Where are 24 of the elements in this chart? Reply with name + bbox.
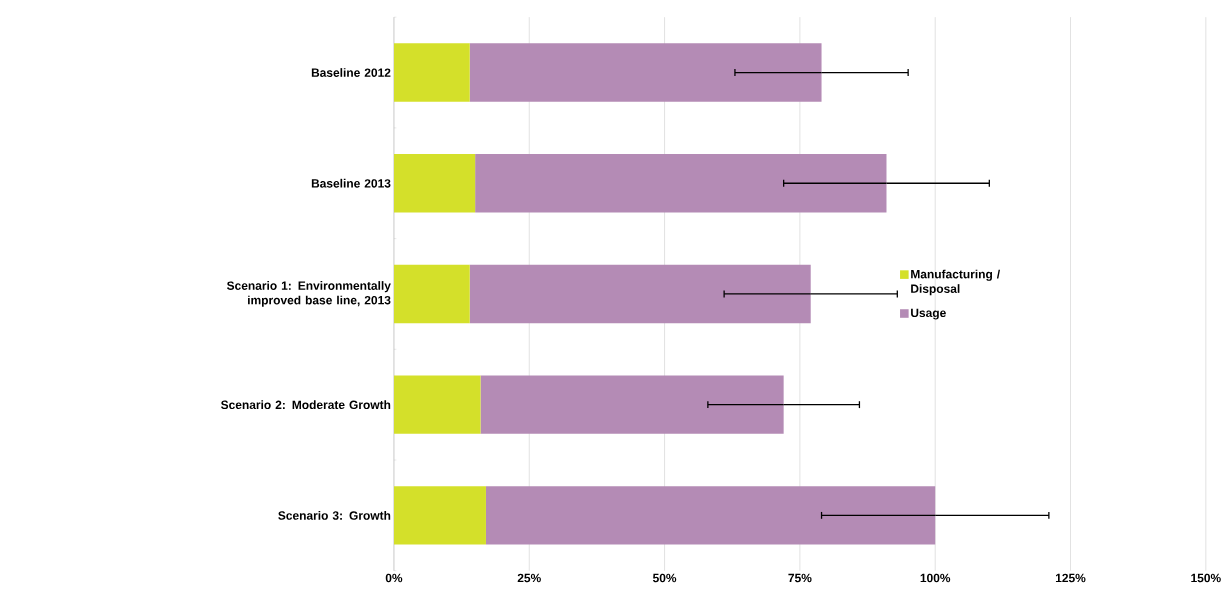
bar [393, 43, 470, 102]
bar [393, 375, 481, 435]
legend-label: Usage [911, 308, 946, 320]
y-tick-label: Scenario 2: Moderate Growth [220, 400, 391, 410]
bar [393, 486, 486, 545]
y-tick-label: Baseline 2013 [311, 179, 391, 188]
bar [485, 486, 936, 545]
bar [469, 43, 822, 102]
x-tick-label: 75% [788, 573, 812, 583]
bar [475, 154, 887, 213]
x-tick-label: 0% [385, 573, 403, 583]
bar [393, 154, 476, 213]
y-tick-label: Scenario 3: Growth [278, 511, 391, 520]
bar [393, 264, 470, 324]
bar [480, 375, 784, 435]
x-tick-label: 25% [517, 573, 541, 583]
x-tick-label: 100% [920, 573, 951, 583]
x-tick-label: 150% [1191, 573, 1221, 583]
bar [469, 264, 811, 324]
y-tick-label: Baseline 2012 [311, 68, 391, 78]
x-tick-label: 50% [652, 573, 677, 583]
x-tick-label: 125% [1055, 573, 1086, 583]
legend-label: Manufacturing / Disposal [911, 269, 1000, 296]
y-tick-label: Scenario 1: Environmentally improved base line, 2013 [226, 281, 391, 307]
